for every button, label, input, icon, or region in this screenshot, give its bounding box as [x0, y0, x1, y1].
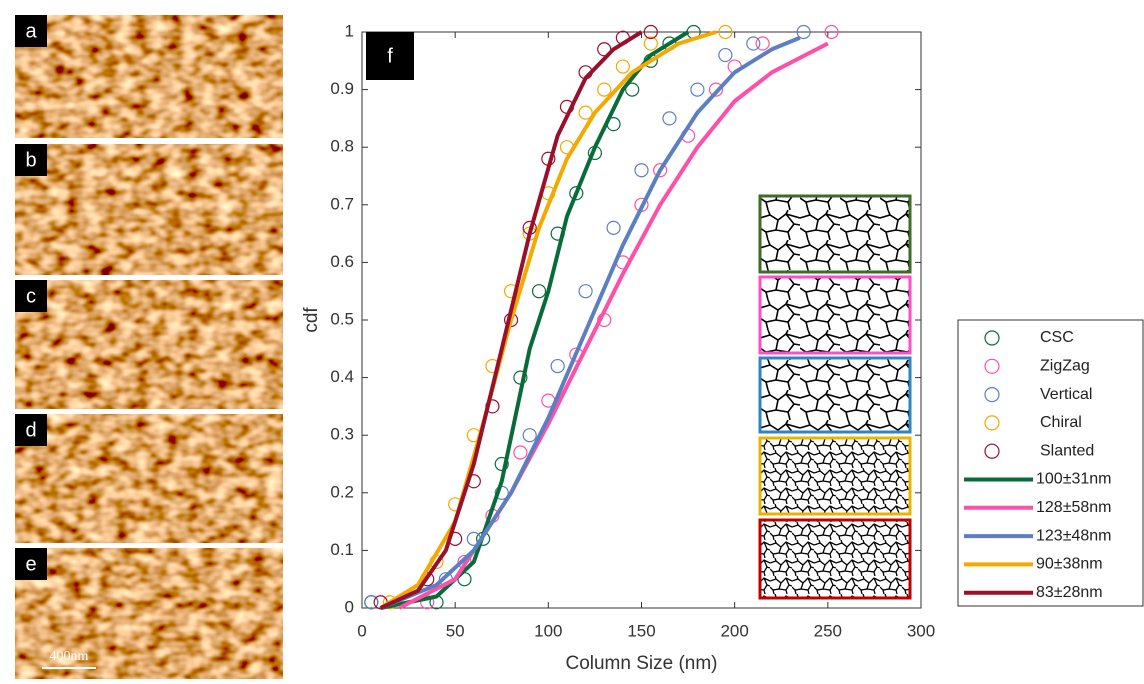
- y-tick-label: 1: [345, 21, 354, 40]
- y-tick-label: 0.2: [330, 482, 354, 501]
- data-point: [690, 82, 705, 97]
- data-point: [531, 284, 547, 299]
- plot-area: [361, 24, 922, 610]
- y-tick-label: 0.1: [330, 540, 354, 559]
- afm-images: 400nm: [15, 15, 283, 679]
- data-point: [578, 105, 593, 120]
- fit-line: [379, 30, 643, 610]
- legend-marker: [984, 443, 1000, 459]
- x-tick-label: 200: [720, 621, 748, 640]
- data-point: [364, 595, 379, 610]
- y-tick-label: 0.9: [330, 79, 354, 98]
- data-point: [597, 42, 612, 57]
- data-point: [494, 456, 509, 472]
- panel-label-box: [15, 414, 47, 446]
- legend-label: Chiral: [1040, 414, 1082, 431]
- data-point: [522, 428, 537, 443]
- data-point: [606, 220, 621, 235]
- afm-image: [15, 144, 283, 275]
- data-point: [662, 111, 677, 126]
- y-tick-label: 0.7: [330, 194, 354, 213]
- legend-marker: [984, 358, 1000, 374]
- afm-image: [15, 15, 283, 138]
- legend-label: Vertical: [1040, 386, 1092, 403]
- grain-insets: [758, 194, 912, 600]
- panel-label: c: [26, 285, 36, 307]
- data-point: [653, 163, 668, 178]
- data-point: [634, 163, 649, 178]
- y-tick-label: 0.8: [330, 137, 354, 156]
- data-point: [718, 47, 733, 63]
- panel-label-box: [15, 15, 47, 47]
- y-tick-label: 0.5: [330, 309, 354, 328]
- legend-label: 83±28nm: [1036, 584, 1103, 601]
- panel-label-box: [15, 144, 47, 176]
- grain-inset: [758, 518, 912, 600]
- fit-line: [380, 30, 690, 610]
- data-point: [625, 82, 640, 97]
- data-point: [615, 59, 630, 74]
- data-point: [643, 24, 658, 40]
- legend-marker: [984, 415, 1000, 431]
- series-layer: [364, 24, 839, 610]
- afm-image: [15, 548, 283, 679]
- panel-label-box: [366, 32, 414, 80]
- grain-inset: [758, 194, 912, 274]
- data-point: [643, 36, 658, 51]
- legend-box: [957, 319, 1144, 607]
- panel-label-box: [15, 280, 47, 312]
- grain-inset: [758, 275, 912, 355]
- data-point: [550, 358, 565, 374]
- legend-label: 128±58nm: [1036, 499, 1112, 516]
- panel-label: e: [25, 553, 36, 575]
- fit-line: [379, 30, 717, 610]
- y-tick-label: 0.4: [330, 367, 354, 386]
- y-tick-label: 0.3: [330, 425, 354, 444]
- legend-marker: [984, 387, 1000, 403]
- scale-bar-label: 400nm: [50, 649, 89, 664]
- y-axis-label: cdf: [301, 307, 322, 333]
- data-point: [578, 284, 593, 299]
- legend-label: 90±38nm: [1036, 556, 1103, 573]
- panel-label: b: [25, 149, 36, 171]
- x-tick-label: 300: [907, 621, 935, 640]
- afm-image: [15, 280, 283, 409]
- panel-label: f: [387, 45, 393, 67]
- fit-line: [379, 35, 801, 610]
- data-point: [513, 445, 528, 460]
- x-tick-label: 50: [446, 621, 465, 640]
- x-tick-label: 150: [627, 621, 655, 640]
- data-point: [746, 36, 761, 51]
- legend-label: 123±48nm: [1036, 527, 1112, 544]
- data-point: [597, 82, 612, 97]
- panel-label-box: [15, 548, 47, 580]
- panel-label: a: [25, 20, 37, 42]
- legend-label: 100±31nm: [1036, 471, 1112, 488]
- data-point: [718, 24, 733, 40]
- x-tick-label: 250: [814, 621, 842, 640]
- legend-label: Slanted: [1040, 442, 1094, 459]
- legend-marker: [984, 330, 1000, 346]
- x-tick-label: 100: [534, 621, 562, 640]
- x-axis-label: Column Size (nm): [565, 653, 717, 674]
- data-point: [708, 82, 724, 97]
- legend-label: CSC: [1040, 329, 1074, 346]
- y-tick-label: 0.6: [330, 252, 354, 271]
- data-point: [796, 24, 811, 40]
- grain-inset: [758, 356, 912, 434]
- panel-label: d: [25, 419, 36, 441]
- data-point: [824, 24, 839, 40]
- grain-inset: [758, 436, 912, 516]
- y-tick-label: 0: [345, 597, 354, 616]
- afm-image: [15, 414, 283, 543]
- x-tick-label: 0: [357, 621, 366, 640]
- data-point: [755, 36, 770, 51]
- data-point: [569, 186, 584, 201]
- legend-label: ZigZag: [1040, 358, 1090, 375]
